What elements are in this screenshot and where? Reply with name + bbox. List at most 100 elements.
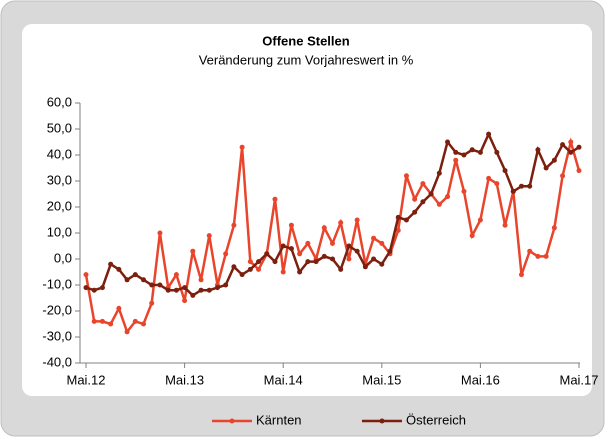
point [231,222,237,228]
point [305,259,311,265]
y-tick-label: 10,0 [47,224,72,239]
point [256,259,262,265]
point [99,285,105,291]
chart-subtitle: Veränderung zum Vorjahreswert in % [199,52,414,67]
point [321,225,327,231]
point [436,201,442,207]
point [305,240,311,246]
point [272,196,278,202]
point [141,321,147,327]
point [469,233,475,239]
point [568,139,574,145]
point [330,256,335,262]
point [280,243,286,249]
x-tick-label: Mai.17 [559,372,598,387]
point [395,227,401,233]
point [124,329,130,335]
point [91,287,97,293]
point [502,222,508,228]
point [354,248,360,254]
y-tick-label: -30,0 [42,328,72,343]
point [173,287,179,293]
point [124,277,130,283]
point [543,165,549,171]
point [576,144,582,150]
y-tick-label: 30,0 [47,172,72,187]
point [321,253,327,259]
point [346,256,352,262]
point [141,277,147,283]
point [436,170,442,176]
point [108,321,114,327]
point [190,248,196,254]
point [576,168,582,174]
point [387,248,393,254]
point [288,222,294,228]
point [214,285,220,291]
x-tick-label: Mai.14 [264,372,303,387]
point [354,217,360,223]
point [223,251,229,257]
point [165,287,171,293]
point [560,142,566,148]
point [371,235,377,241]
point [494,149,500,155]
point [469,147,475,153]
point [206,287,212,293]
point [149,282,155,288]
point [346,243,352,249]
point [461,188,467,194]
legend-marker [379,418,385,424]
point [510,188,516,194]
point [568,149,574,155]
point [264,251,270,257]
point [445,194,451,200]
point [280,269,286,275]
point [477,149,483,155]
point [132,318,138,324]
point [198,287,204,293]
point [502,168,508,174]
point [412,209,418,215]
point [182,285,188,291]
point [198,277,204,283]
y-tick-label: 60,0 [47,94,72,109]
point [395,214,401,220]
point [91,318,97,324]
point [313,259,319,265]
point [461,152,467,158]
point [412,196,418,202]
point [543,253,549,259]
point [223,282,229,288]
point [231,264,237,270]
point [535,253,541,259]
point [83,285,89,291]
point [338,220,344,226]
point [99,318,105,324]
point [551,225,557,231]
point [297,269,303,275]
point [453,157,459,163]
point [428,191,434,197]
x-tick-label: Mai.16 [461,372,500,387]
y-tick-label: 40,0 [47,146,72,161]
point [116,266,122,272]
point [486,175,492,181]
y-tick-label: -20,0 [42,302,72,317]
y-tick-label: -10,0 [42,276,72,291]
point [403,173,409,179]
y-tick-label: 50,0 [47,120,72,135]
point [272,259,278,265]
point [297,251,303,257]
point [239,272,245,278]
point [132,272,138,278]
point [518,183,524,189]
point [486,131,492,137]
point [190,292,196,298]
point [116,305,122,311]
plot-background [22,24,592,396]
point [535,147,541,153]
point [157,230,163,236]
point [527,183,533,189]
